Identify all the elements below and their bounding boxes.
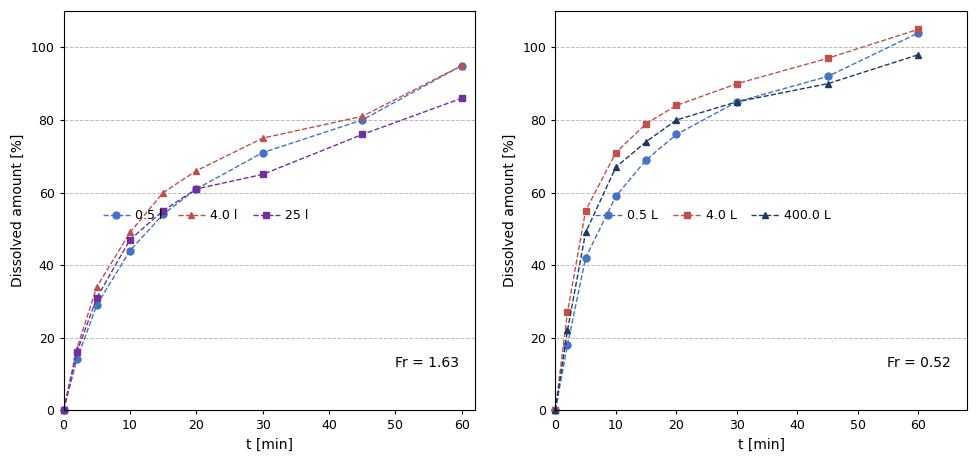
400.0 L	[670, 117, 682, 123]
400.0 L	[912, 52, 923, 57]
25 l	[191, 186, 202, 192]
Y-axis label: Dissolved amount [%]: Dissolved amount [%]	[11, 134, 25, 288]
4.0 l	[257, 135, 269, 141]
4.0 l	[356, 113, 367, 119]
4.0 L	[821, 56, 832, 61]
4.0 l	[71, 346, 83, 351]
Line: 25 l: 25 l	[60, 95, 465, 414]
0.5 L	[549, 407, 561, 413]
400.0 L	[579, 230, 591, 235]
Text: Fr = 0.52: Fr = 0.52	[886, 357, 950, 370]
25 l	[455, 95, 467, 101]
Line: 4.0 L: 4.0 L	[551, 26, 921, 414]
0.5 l	[455, 63, 467, 69]
25 l	[71, 350, 83, 355]
25 l	[257, 172, 269, 177]
Y-axis label: Dissolved amount [%]: Dissolved amount [%]	[502, 134, 517, 288]
25 l	[58, 407, 69, 413]
400.0 L	[561, 328, 573, 333]
0.5 l	[91, 302, 103, 308]
0.5 l	[356, 117, 367, 123]
25 l	[157, 208, 169, 213]
400.0 L	[549, 407, 561, 413]
Line: 4.0 l: 4.0 l	[60, 62, 465, 414]
4.0 l	[58, 407, 69, 413]
4.0 L	[579, 208, 591, 213]
0.5 L	[912, 30, 923, 36]
0.5 l	[257, 150, 269, 156]
4.0 L	[640, 121, 652, 126]
0.5 l	[71, 357, 83, 362]
0.5 l	[191, 186, 202, 192]
0.5 L	[821, 74, 832, 79]
4.0 L	[549, 407, 561, 413]
4.0 L	[912, 26, 923, 32]
0.5 l	[157, 212, 169, 217]
400.0 L	[640, 139, 652, 144]
400.0 L	[730, 99, 742, 105]
Legend: 0.5 L, 4.0 L, 400.0 L: 0.5 L, 4.0 L, 400.0 L	[594, 209, 829, 222]
0.5 l	[58, 407, 69, 413]
4.0 L	[561, 310, 573, 315]
X-axis label: t [min]: t [min]	[245, 438, 292, 452]
Text: Fr = 1.63: Fr = 1.63	[395, 357, 458, 370]
0.5 L	[610, 194, 621, 199]
25 l	[356, 131, 367, 137]
400.0 L	[610, 164, 621, 170]
Line: 400.0 L: 400.0 L	[551, 51, 921, 414]
4.0 L	[610, 150, 621, 156]
X-axis label: t [min]: t [min]	[737, 438, 784, 452]
0.5 L	[561, 342, 573, 348]
0.5 l	[124, 248, 136, 253]
4.0 l	[191, 168, 202, 174]
Line: 0.5 l: 0.5 l	[60, 62, 465, 414]
4.0 L	[670, 103, 682, 108]
0.5 L	[670, 131, 682, 137]
Legend: 0.5 l, 4.0 l, 25 l: 0.5 l, 4.0 l, 25 l	[103, 209, 308, 222]
4.0 l	[124, 230, 136, 235]
0.5 L	[579, 255, 591, 261]
Line: 0.5 L: 0.5 L	[551, 30, 921, 414]
0.5 L	[730, 99, 742, 105]
4.0 l	[157, 190, 169, 195]
400.0 L	[821, 81, 832, 87]
25 l	[124, 237, 136, 243]
0.5 L	[640, 157, 652, 163]
25 l	[91, 295, 103, 300]
4.0 l	[455, 63, 467, 69]
4.0 l	[91, 284, 103, 290]
4.0 L	[730, 81, 742, 87]
